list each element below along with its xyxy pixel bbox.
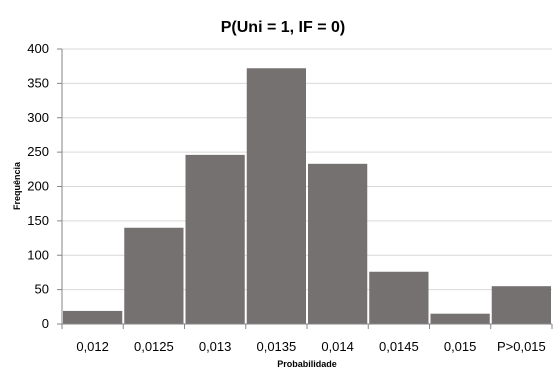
bar-P>0,015 bbox=[491, 286, 551, 324]
chart-title: P(Uni = 1, IF = 0) bbox=[221, 19, 345, 36]
y-tick-label: 100 bbox=[27, 247, 49, 262]
y-tick-label: 250 bbox=[27, 144, 49, 159]
x-tick-label: 0,012 bbox=[76, 339, 109, 354]
bar-0,0145 bbox=[369, 271, 429, 324]
y-axis-label: Frequência bbox=[12, 161, 22, 210]
x-tick-label: 0,015 bbox=[444, 339, 477, 354]
bar-0,013 bbox=[185, 154, 245, 324]
bar-0,015 bbox=[430, 313, 490, 324]
y-tick-label: 400 bbox=[27, 41, 49, 56]
x-tick-label: 0,0145 bbox=[379, 339, 419, 354]
x-tick-label: P>0,015 bbox=[497, 339, 546, 354]
x-axis-ticks: 0,012 0,0125 0,013 0,0135 0,014 0,0145 0,015 P>… bbox=[76, 339, 545, 354]
y-tick-label: 0 bbox=[42, 316, 49, 331]
bars bbox=[63, 68, 551, 324]
y-tick-label: 50 bbox=[35, 282, 49, 297]
y-tick-label: 200 bbox=[27, 179, 49, 194]
x-tick-label: 0,013 bbox=[199, 339, 232, 354]
y-tick-label: 350 bbox=[27, 75, 49, 90]
y-tick-label: 300 bbox=[27, 110, 49, 125]
y-tick-label: 150 bbox=[27, 213, 49, 228]
y-axis-ticks: 0 50 100 150 200 250 300 350 400 bbox=[27, 41, 49, 331]
axes bbox=[57, 48, 553, 329]
bar-0,0135 bbox=[246, 68, 306, 324]
bar-0,012 bbox=[63, 310, 123, 324]
bar-0,014 bbox=[308, 163, 368, 324]
x-tick-label: 0,0125 bbox=[134, 339, 174, 354]
x-axis-label: Probabilidade bbox=[277, 359, 337, 369]
x-tick-label: 0,014 bbox=[321, 339, 354, 354]
bar-0,0125 bbox=[124, 227, 184, 324]
x-tick-label: 0,0135 bbox=[256, 339, 296, 354]
